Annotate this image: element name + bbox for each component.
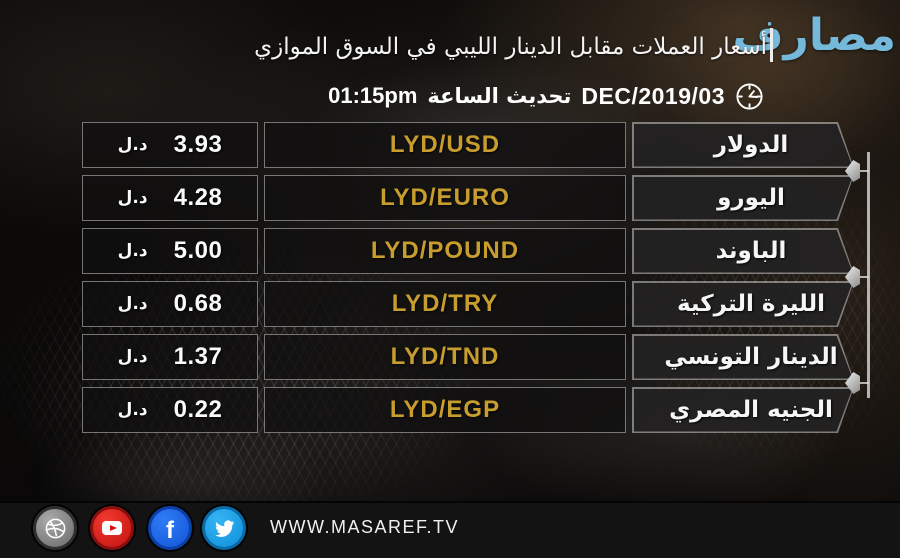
currency-pair: LYD/TRY [391,290,499,317]
currency-unit: د.ل [117,294,148,314]
currency-pair: LYD/TND [390,343,500,370]
currency-unit: د.ل [117,135,148,155]
currency-name: الدينار التونسي [664,344,838,370]
clock-icon [735,82,764,111]
table-row: 1.37 د.ل LYD/TND الدينار التونسي [82,334,854,380]
globe-icon[interactable] [33,506,77,550]
arrow-cell-fill: الدولار [634,124,853,167]
table-row: 0.68 د.ل LYD/TRY الليرة التركية [82,281,854,327]
currency-pair-cell: LYD/EGP [264,387,626,433]
update-date: 03/DEC/2019 [581,82,725,109]
rate-value: 0.22 [173,396,223,423]
rate-value-cell: 5.00 د.ل [82,228,258,274]
currency-pair: LYD/POUND [370,237,520,264]
arrow-cell-fill: الجنيه المصري [634,389,853,432]
rate-value-cell: 1.37 د.ل [82,334,258,380]
arrow-cell-fill: الدينار التونسي [634,336,853,379]
timeline-line [867,152,870,398]
currency-pair: LYD/USD [389,131,501,158]
currency-name-cell: الليرة التركية [632,281,854,327]
masaref-logo: مصارف [732,10,896,61]
currency-name: اليورو [717,185,785,211]
youtube-icon[interactable] [90,506,134,550]
timeline-tick [857,276,869,278]
currency-unit: د.ل [117,347,148,367]
currency-unit: د.ل [117,188,148,208]
rate-value: 5.00 [173,237,223,264]
rate-value: 3.93 [173,131,223,158]
currency-name: الباوند [715,238,787,264]
arrow-cell-fill: الباوند [634,230,853,273]
currency-unit: د.ل [117,400,148,420]
currency-name-cell: الدولار [632,122,854,168]
table-row: 5.00 د.ل LYD/POUND الباوند [82,228,854,274]
rate-value-cell: 3.93 د.ل [82,122,258,168]
table-row: 0.22 د.ل LYD/EGP الجنيه المصري [82,387,854,433]
update-label: تحديث الساعة [427,84,572,108]
rates-table: 3.93 د.ل LYD/USD الدولار 4.28 د.ل LYD/EU… [82,122,854,440]
currency-name-cell: اليورو [632,175,854,221]
currency-pair-cell: LYD/TND [264,334,626,380]
currency-name: الدولار [713,132,789,158]
twitter-icon[interactable] [202,506,246,550]
currency-unit: د.ل [117,241,148,261]
currency-pair-cell: LYD/USD [264,122,626,168]
currency-pair: LYD/EGP [389,396,501,423]
rate-value: 0.68 [173,290,223,317]
facebook-icon[interactable]: f [148,506,192,550]
rate-value-cell: 0.22 د.ل [82,387,258,433]
currency-pair-cell: LYD/TRY [264,281,626,327]
table-row: 4.28 د.ل LYD/EURO اليورو [82,175,854,221]
facebook-f-glyph: f [166,517,174,544]
timeline-tick [857,382,869,384]
currency-pair-cell: LYD/POUND [264,228,626,274]
rate-value: 1.37 [173,343,223,370]
table-row: 3.93 د.ل LYD/USD الدولار [82,122,854,168]
currency-name: الجنيه المصري [669,397,833,423]
update-time: 01:15pm [328,83,418,108]
currency-name-cell: الجنيه المصري [632,387,854,433]
currency-name: الليرة التركية [676,291,826,317]
rate-value-cell: 0.68 د.ل [82,281,258,327]
timeline-tick [857,170,869,172]
youtube-play-glyph [102,521,122,535]
currency-pair-cell: LYD/EURO [264,175,626,221]
page-title: أسعار العملات مقابل الدينار الليبي في ال… [254,34,767,60]
arrow-cell-fill: اليورو [634,177,853,220]
arrow-cell-fill: الليرة التركية [634,283,853,326]
rate-value: 4.28 [173,184,223,211]
currency-name-cell: الدينار التونسي [632,334,854,380]
website-url[interactable]: WWW.MASAREF.TV [270,517,459,537]
update-time-row: 03/DEC/2019 تحديث الساعة 01:15pm [328,79,764,113]
rate-value-cell: 4.28 د.ل [82,175,258,221]
currency-name-cell: الباوند [632,228,854,274]
currency-pair: LYD/EURO [380,184,510,211]
title-separator [770,28,773,62]
